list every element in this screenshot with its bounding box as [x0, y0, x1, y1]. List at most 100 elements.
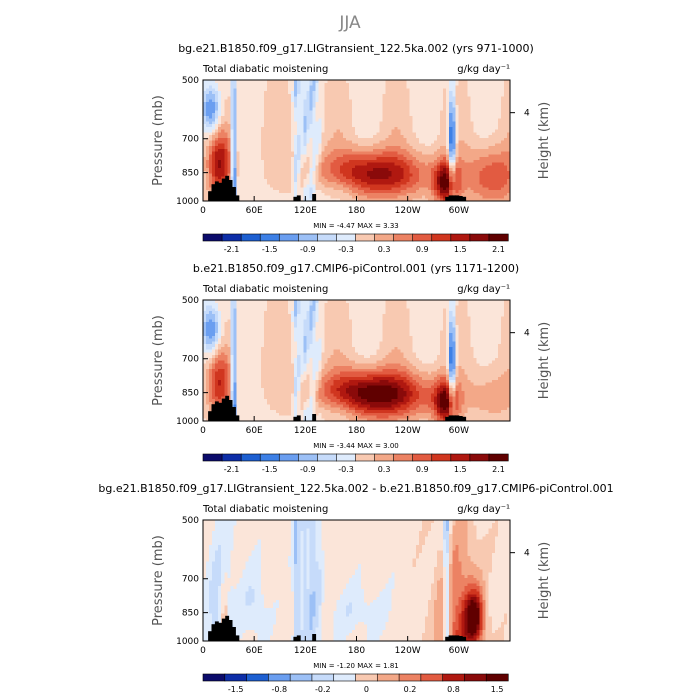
- heatmap-cell: [206, 99, 210, 103]
- heatmap-cell: [321, 165, 326, 169]
- heatmap-cell: [251, 187, 256, 191]
- heatmap-cell: [272, 140, 277, 144]
- heatmap-cell: [254, 124, 259, 128]
- heatmap-cell: [321, 115, 326, 120]
- heatmap-cell: [254, 170, 259, 175]
- heatmap-cell: [321, 93, 326, 98]
- heatmap-cell: [218, 176, 222, 180]
- heatmap-cell: [242, 129, 247, 133]
- heatmap-cell: [285, 82, 289, 87]
- heatmap-cell: [312, 124, 317, 128]
- heatmap-cell: [221, 113, 225, 117]
- heatmap-cell: [272, 157, 277, 161]
- heatmap-cell: [315, 124, 320, 128]
- heatmap-cell: [266, 129, 271, 133]
- heatmap-cell: [300, 143, 304, 147]
- heatmap-cell: [203, 148, 207, 153]
- heatmap-cell: [297, 91, 301, 95]
- heatmap-cell: [288, 168, 292, 172]
- heatmap-cell: [278, 88, 283, 92]
- heatmap-cell: [324, 192, 329, 197]
- heatmap-cell: [236, 159, 241, 164]
- heatmap-cell: [263, 137, 268, 142]
- x-tick-label: 180: [348, 206, 365, 216]
- heatmap-cell: [242, 184, 247, 188]
- heatmap-cell: [266, 99, 271, 103]
- colorbar-label: 0.9: [416, 245, 429, 254]
- heatmap-cell: [269, 85, 274, 89]
- heatmap-cell: [306, 107, 310, 111]
- heatmap-cell: [266, 115, 271, 120]
- heatmap-cell: [209, 173, 213, 177]
- heatmap-cell: [288, 82, 292, 87]
- heatmap-cell: [218, 85, 222, 89]
- heatmap-cell: [291, 137, 295, 142]
- heatmap-cell: [288, 151, 292, 155]
- heatmap-cell: [254, 157, 259, 161]
- heatmap-cell: [315, 132, 320, 136]
- heatmap-cell: [209, 126, 213, 131]
- heatmap-cell: [266, 113, 271, 117]
- heatmap-cell: [242, 140, 247, 144]
- heatmap-cell: [203, 165, 207, 169]
- heatmap-cell: [275, 179, 280, 183]
- heatmap-cell: [206, 143, 210, 147]
- heatmap-cell: [300, 113, 304, 117]
- heatmap-cell: [215, 124, 219, 128]
- heatmap-cell: [318, 170, 323, 175]
- heatmap-cell: [227, 151, 231, 155]
- heatmap-cell: [239, 93, 244, 98]
- heatmap-cell: [224, 91, 228, 95]
- y-tick-label: 1000: [176, 197, 199, 207]
- x-tick-label: 60W: [449, 206, 469, 216]
- heatmap-cell: [203, 173, 207, 177]
- heatmap-cell: [209, 102, 213, 106]
- heatmap-cell: [315, 140, 320, 144]
- heatmap-cell: [272, 181, 277, 186]
- heatmap-cell: [275, 113, 280, 117]
- heatmap-cell: [309, 102, 314, 106]
- heatmap-cell: [215, 165, 219, 169]
- heatmap-cell: [294, 99, 298, 103]
- heatmap-cell: [236, 113, 241, 117]
- heatmap-cell: [254, 151, 259, 155]
- heatmap-cell: [312, 146, 317, 150]
- heatmap-cell: [260, 93, 265, 98]
- heatmap-cell: [242, 170, 247, 175]
- heatmap-cell: [233, 157, 238, 161]
- heatmap-cell: [257, 190, 262, 194]
- heatmap-cell: [263, 121, 268, 125]
- panel-2: 0 60E 120E 180 120W 60W50070085010004Pressure…: [151, 262, 552, 474]
- heatmap-cell: [309, 181, 314, 186]
- heatmap-cell: [227, 129, 231, 133]
- heatmap-cell: [275, 157, 280, 161]
- heatmap-cell: [272, 82, 277, 87]
- heatmap-cell: [309, 115, 314, 120]
- heatmap-cell: [266, 135, 271, 139]
- heatmap-cell: [263, 124, 268, 128]
- heatmap-cell: [324, 184, 329, 188]
- heatmap-cell: [324, 124, 329, 128]
- heatmap-cell: [251, 198, 256, 202]
- heatmap-cell: [312, 88, 317, 92]
- heatmap-cell: [245, 85, 250, 89]
- heatmap-cell: [272, 126, 277, 131]
- heatmap-cell: [266, 110, 271, 114]
- heatmap-cell: [260, 192, 265, 197]
- heatmap-cell: [327, 157, 332, 161]
- heatmap-cell: [288, 110, 292, 114]
- heatmap-cell: [294, 121, 298, 125]
- heatmap-cell: [239, 88, 244, 92]
- heatmap-cell: [275, 93, 280, 98]
- heatmap-cell: [315, 165, 320, 169]
- heatmap-cell: [312, 132, 317, 136]
- heatmap-cell: [212, 135, 216, 139]
- heatmap-cell: [206, 173, 210, 177]
- heatmap-cell: [321, 151, 326, 155]
- heatmap-cell: [257, 129, 262, 133]
- heatmap-cell: [294, 80, 298, 84]
- heatmap-cell: [260, 154, 265, 158]
- heatmap-cell: [224, 165, 228, 169]
- heatmap-cell: [227, 91, 231, 95]
- heatmap-cell: [248, 179, 253, 183]
